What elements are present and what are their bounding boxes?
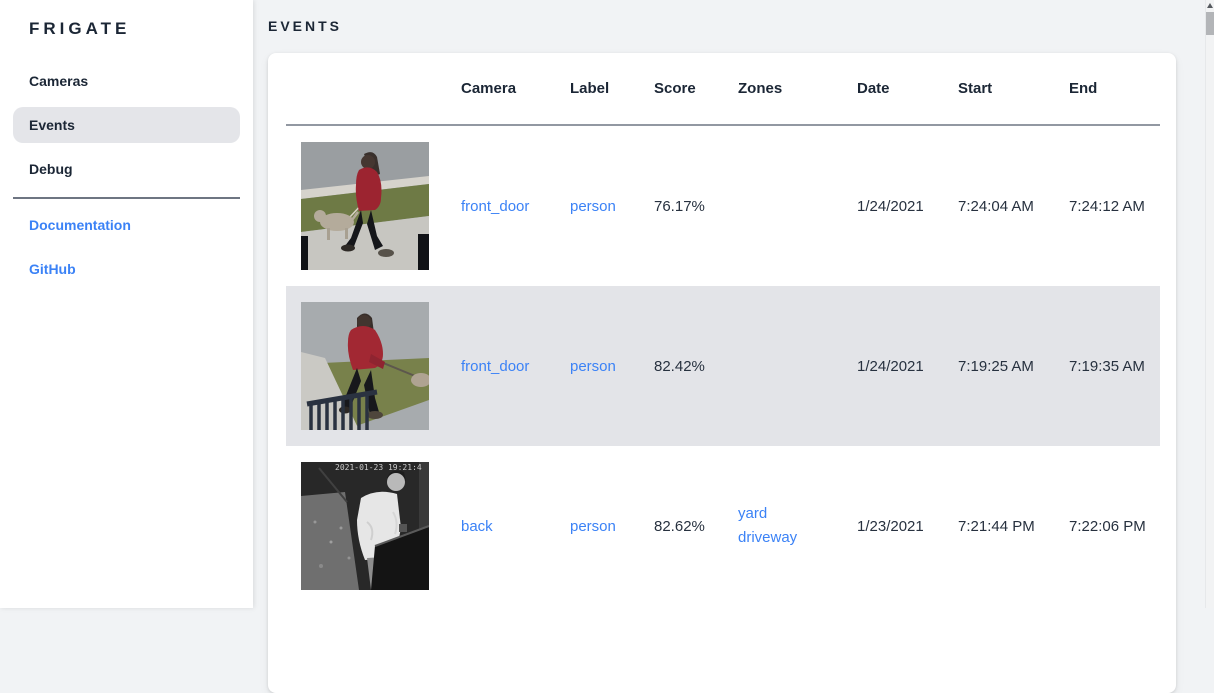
date-cell: 1/23/2021	[857, 517, 924, 535]
start-cell: 7:24:04 AM	[958, 197, 1034, 215]
zone-link[interactable]: driveway	[738, 529, 798, 546]
score-cell: 82.62%	[654, 517, 705, 535]
sidebar-link-documentation[interactable]: Documentation	[13, 207, 240, 243]
events-table-header: Camera Label Score Zones Date Start End	[286, 53, 1160, 126]
event-row[interactable]: front_door person 76.17% 1/24/2021 7:24:…	[286, 126, 1160, 286]
sidebar-link-label: GitHub	[29, 261, 76, 277]
scroll-up-arrow-icon[interactable]	[1206, 1, 1214, 10]
sidebar-nav: Cameras Events Debug Documentation GitHu…	[0, 63, 253, 287]
camera-cell: front_door	[446, 198, 555, 215]
event-thumbnail-cell	[286, 302, 446, 430]
event-thumbnail[interactable]: 2021-01-23 19:21:4	[301, 462, 429, 590]
camera-cell: front_door	[446, 358, 555, 375]
column-header-date: Date	[857, 80, 890, 97]
event-thumbnail[interactable]	[301, 142, 429, 270]
sidebar-link-github[interactable]: GitHub	[13, 251, 240, 287]
sidebar: FRIGATE Cameras Events Debug Documentati…	[0, 0, 253, 608]
sidebar-link-label: Documentation	[29, 217, 131, 233]
vertical-scrollbar[interactable]	[1205, 0, 1214, 608]
start-cell: 7:19:25 AM	[958, 357, 1034, 375]
column-header-camera: Camera	[461, 80, 517, 97]
date-cell: 1/24/2021	[857, 357, 924, 375]
label-cell: person	[555, 358, 639, 375]
score-cell: 82.42%	[654, 357, 705, 375]
page-title: EVENTS	[268, 18, 343, 34]
start-cell: 7:21:44 PM	[958, 517, 1035, 535]
date-cell: 1/24/2021	[857, 197, 924, 215]
column-header-zones: Zones	[738, 80, 783, 97]
events-table: Camera Label Score Zones Date Start End	[286, 53, 1160, 606]
column-header-label: Label	[570, 80, 610, 97]
column-header-end: End	[1069, 80, 1098, 97]
label-link[interactable]: person	[570, 517, 616, 535]
camera-link[interactable]: back	[461, 517, 493, 535]
zones-cell: yard driveway	[723, 502, 842, 550]
column-header-score: Score	[654, 80, 696, 97]
sidebar-item-debug[interactable]: Debug	[13, 151, 240, 187]
sidebar-item-events[interactable]: Events	[13, 107, 240, 143]
sidebar-item-label: Events	[29, 117, 75, 133]
app-logo[interactable]: FRIGATE	[29, 19, 131, 38]
label-cell: person	[555, 198, 639, 215]
main-content: EVENTS Camera Label Score Zones Date Sta…	[253, 0, 1206, 693]
event-thumbnail-cell	[286, 142, 446, 270]
sidebar-item-label: Debug	[29, 161, 73, 177]
event-row[interactable]: 2021-01-23 19:21:4 back person 82.62% ya…	[286, 446, 1160, 606]
label-link[interactable]: person	[570, 357, 616, 375]
sidebar-item-label: Cameras	[29, 73, 89, 89]
end-cell: 7:22:06 PM	[1069, 517, 1146, 535]
label-cell: person	[555, 518, 639, 535]
scrollbar-thumb[interactable]	[1206, 12, 1214, 35]
column-header-start: Start	[958, 80, 993, 97]
camera-link[interactable]: front_door	[461, 197, 530, 215]
label-link[interactable]: person	[570, 197, 616, 215]
end-cell: 7:24:12 AM	[1069, 197, 1145, 215]
svg-text:2021-01-23 19:21:4: 2021-01-23 19:21:4	[335, 463, 422, 472]
event-thumbnail[interactable]	[301, 302, 429, 430]
sidebar-item-cameras[interactable]: Cameras	[13, 63, 240, 99]
camera-cell: back	[446, 518, 555, 535]
end-cell: 7:19:35 AM	[1069, 357, 1145, 375]
event-thumbnail-cell: 2021-01-23 19:21:4	[286, 462, 446, 590]
camera-link[interactable]: front_door	[461, 357, 530, 375]
sidebar-divider	[13, 197, 240, 199]
events-card: Camera Label Score Zones Date Start End	[268, 53, 1176, 693]
score-cell: 76.17%	[654, 197, 705, 215]
zone-link[interactable]: yard	[738, 505, 768, 522]
event-row[interactable]: front_door person 82.42% 1/24/2021 7:19:…	[286, 286, 1160, 446]
